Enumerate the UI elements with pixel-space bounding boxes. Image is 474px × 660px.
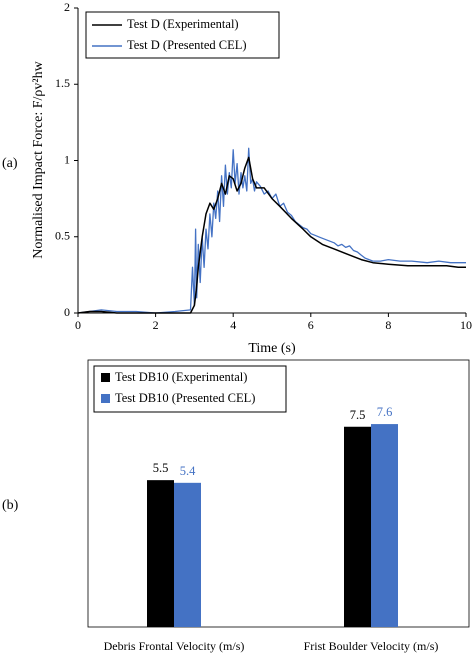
bar-presented-0 — [174, 482, 201, 627]
line-chart: 0 2 4 6 8 10 0 0.5 1 1.5 2 Time (s) Normalised Imp… — [31, 0, 472, 356]
bar-legend-label-experimental: Test DB10 (Experimental) — [115, 370, 247, 384]
bar-legend-label-presented: Test DB10 (Presented CEL) — [115, 391, 255, 405]
bar-presented-1 — [371, 424, 398, 627]
bar-data-label: 5.5 — [153, 461, 169, 475]
panel-label-a: (a) — [2, 156, 18, 171]
line-legend-label-presented: Test D (Presented CEL) — [127, 38, 247, 52]
line-x-tick-label: 0 — [75, 318, 81, 332]
line-legend: Test D (Experimental) Test D (Presented … — [85, 11, 280, 59]
line-y-tick-label: 2 — [64, 0, 70, 14]
bar-chart: 5.5 5.4 7.5 7.6 Debris Frontal Velocity (m/… — [87, 359, 470, 653]
line-x-tick-label: 8 — [385, 318, 391, 332]
bar-experimental-0 — [147, 480, 174, 627]
line-y-tick-label: 1 — [64, 152, 70, 166]
line-y-axis-label: Normalised Impact Force: F/ρv²hw — [31, 60, 46, 258]
bar-data-label: 7.6 — [377, 405, 393, 419]
line-plot-area — [78, 8, 466, 313]
panel-label-b: (b) — [2, 498, 19, 513]
bar-experimental-1 — [344, 426, 371, 627]
bar-category-label-1: Frist Boulder Velocity (m/s) — [304, 639, 439, 653]
bar-legend-box — [93, 365, 287, 413]
line-x-tick-label: 10 — [460, 318, 472, 332]
bar-legend: Test DB10 (Experimental) Test DB10 (Pres… — [93, 365, 287, 413]
line-y-tick-label: 0 — [64, 305, 70, 319]
bar-data-label: 7.5 — [350, 408, 366, 422]
line-x-tick-label: 4 — [230, 318, 236, 332]
bar-data-label: 5.4 — [180, 464, 196, 478]
bar-legend-swatch-experimental — [101, 373, 110, 382]
line-legend-label-experimental: Test D (Experimental) — [127, 17, 239, 31]
line-ticks: 0 2 4 6 8 10 0 0.5 1 1.5 2 — [55, 0, 472, 332]
line-x-tick-label: 2 — [153, 318, 159, 332]
line-x-tick-label: 6 — [308, 318, 314, 332]
bar-category-label-0: Debris Frontal Velocity (m/s) — [104, 639, 245, 653]
line-x-axis-label: Time (s) — [248, 341, 296, 356]
line-y-tick-label: 0.5 — [55, 229, 70, 243]
line-legend-box — [85, 11, 280, 59]
bar-marks-group: 5.5 5.4 7.5 7.6 — [147, 405, 398, 627]
line-y-tick-label: 1.5 — [55, 76, 70, 90]
bar-legend-swatch-presented — [101, 394, 110, 403]
